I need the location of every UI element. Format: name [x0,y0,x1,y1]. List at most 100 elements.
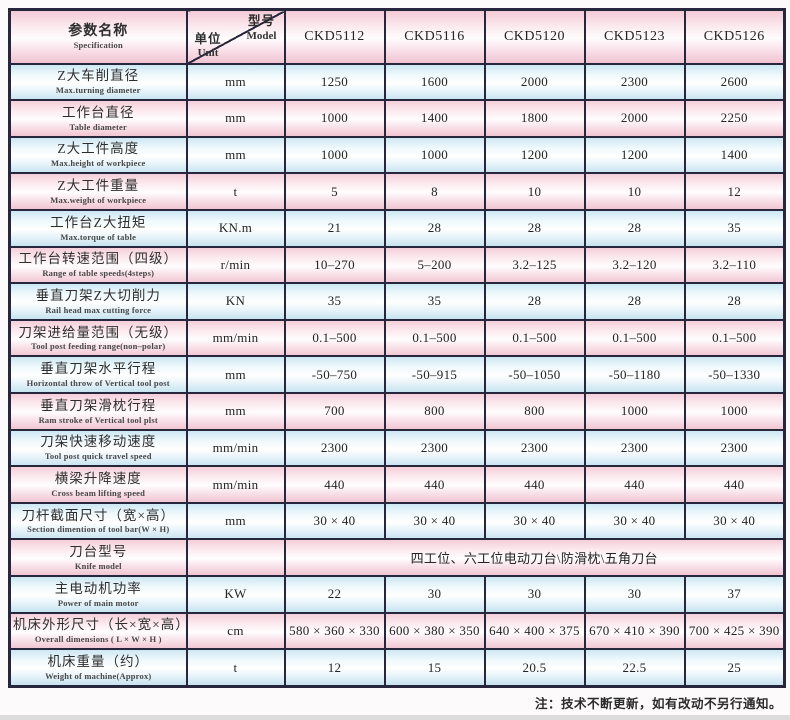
value-cell: 2300 [283,428,386,468]
param-label-en: Cross beam lifting speed [51,487,146,498]
param-cell: 工作台Z大扭矩 Max.torque of table [8,208,188,248]
value-cell: 670 × 410 × 390 [583,611,686,651]
unit-cell: mm [185,135,286,175]
value-cell: 3.2–110 [683,245,786,285]
param-header-cell: 参数名称 Specification [8,8,188,65]
value-cell: 12 [283,648,386,688]
param-cell: 垂直刀架Z大切削力 Rail head max cutting force [8,282,188,321]
unit-cell: mm [185,501,286,541]
unit-cell: cm [185,611,286,651]
value-cell: 0.1–500 [583,318,686,358]
value-cell: 1000 [383,135,486,175]
spec-table: 参数名称 Specification 型号 Model 单位 Unit CKD5… [8,8,786,688]
table-row: 刀架快速移动速度 Tool post quick travel speed mm/m… [8,428,786,468]
value-cell: 1800 [483,99,586,138]
value-cell: 640 × 400 × 375 [483,611,586,651]
unit-cell: KN [185,282,286,321]
param-cell: 工作台转速范围（四级） Range of table speeds(4steps) [8,245,188,285]
value-cell: 2600 [683,62,786,102]
param-label-en: Overall dimensions ( L × W × H ) [34,634,162,645]
param-label-cn: 工作台Z大扭矩 [50,214,147,230]
value-cell: 8 [383,172,486,211]
unit-cell: KN.m [185,208,286,248]
param-label-cn: 刀杆截面尺寸（宽×高） [21,507,176,523]
value-cell: 2300 [383,428,486,468]
param-label-en: Tool post quick travel speed [44,451,152,462]
value-cell: 0.1–500 [683,318,786,358]
value-cell: 37 [683,575,786,614]
value-cell: 800 [483,391,586,431]
merged-value-cell: 四工位、六工位电动刀台\防滑枕\五角刀台 [283,538,786,578]
value-cell: 35 [383,282,486,321]
param-label-en: Rail head max cutting force [45,304,152,315]
value-cell: 35 [683,208,786,248]
value-cell: 1200 [483,135,586,175]
param-label-en: Knife model [74,561,122,572]
param-label-cn: Z大工件高度 [57,141,140,157]
param-label-cn: 刀架进给量范围（无级） [18,324,178,340]
value-cell: 440 [483,465,586,504]
value-cell: 30 × 40 [483,501,586,541]
value-cell: 10 [583,172,686,211]
param-cell: Z大工件重量 Max.weight of workpiece [8,172,188,211]
table-row: 工作台转速范围（四级） Range of table speeds(4steps)… [8,245,786,285]
unit-cell: t [185,648,286,688]
param-label-cn: 垂直刀架水平行程 [40,361,157,377]
unit-cell: mm [185,391,286,431]
param-label-cn: 主电动机功率 [54,580,142,596]
table-row: 刀台型号 Knife model 四工位、六工位电动刀台\防滑枕\五角刀台 [8,538,786,578]
param-label-en: Section dimention of tool bar(W × H) [27,524,170,535]
table-row: 机床外形尺寸（长×宽×高） Overall dimensions ( L × W … [8,611,786,651]
param-label-cn: Z大车削直径 [57,68,140,84]
param-label-en: Ram stroke of Vertical tool plst [38,414,158,425]
param-label-en: Weight of machine(Approx) [45,670,152,681]
param-cell: 垂直刀架滑枕行程 Ram stroke of Vertical tool plst [8,391,188,431]
value-cell: 1250 [283,62,386,102]
value-cell: 1400 [683,135,786,175]
value-cell: 1200 [583,135,686,175]
footnote: 注：技术不断更新，如有改动不另行通知。 [534,697,782,711]
value-cell: 440 [683,465,786,504]
param-cell: 刀杆截面尺寸（宽×高） Section dimention of tool bar… [8,501,188,541]
value-cell: 440 [383,465,486,504]
value-cell: 2300 [483,428,586,468]
value-cell: 800 [383,391,486,431]
param-label-en: Power of main motor [57,597,139,608]
value-cell: 2300 [683,428,786,468]
value-cell: 2300 [583,428,686,468]
value-cell: 10 [483,172,586,211]
value-cell: -50–1330 [683,355,786,394]
model-header-ckd5112: CKD5112 [283,8,386,65]
unit-cell: mm [185,62,286,102]
table-row: 垂直刀架Z大切削力 Rail head max cutting force KN 35… [8,282,786,321]
value-cell: 1400 [383,99,486,138]
header-row: 参数名称 Specification 型号 Model 单位 Unit CKD5… [8,8,786,65]
value-cell: 700 × 425 × 390 [683,611,786,651]
value-cell: 1600 [383,62,486,102]
value-cell: 10–270 [283,245,386,285]
table-row: 刀杆截面尺寸（宽×高） Section dimention of tool bar… [8,501,786,541]
value-cell: 25 [683,648,786,688]
table-row: 主电动机功率 Power of main motor KW 22 30 30 30 37 [8,575,786,614]
value-cell: 28 [383,208,486,248]
table-row: 工作台Z大扭矩 Max.torque of table KN.m 21 28 28 28 35 [8,208,786,248]
param-cell: 机床重量（约） Weight of machine(Approx) [8,648,188,688]
value-cell: 30 × 40 [383,501,486,541]
value-cell: -50–1180 [583,355,686,394]
value-cell: 28 [483,208,586,248]
param-cell: Z大车削直径 Max.turning diameter [8,62,188,102]
unit-cell: KW [185,575,286,614]
value-cell: 28 [483,282,586,321]
value-cell: 28 [683,282,786,321]
value-cell: 30 × 40 [283,501,386,541]
param-label-en: Max.turning diameter [55,85,141,96]
value-cell: 30 × 40 [583,501,686,541]
value-cell: 2000 [583,99,686,138]
table-row: 机床重量（约） Weight of machine(Approx) t 12 15 20.… [8,648,786,688]
param-label-en: Tool post feeding range(non–polar) [31,341,166,352]
value-cell: 1000 [283,99,386,138]
param-label-cn: 横梁升降速度 [54,470,142,486]
value-cell: 1000 [683,391,786,431]
param-label-cn: 垂直刀架滑枕行程 [40,397,157,413]
table-row: Z大工件高度 Max.height of workpiece mm 1000 1000 1… [8,135,786,175]
